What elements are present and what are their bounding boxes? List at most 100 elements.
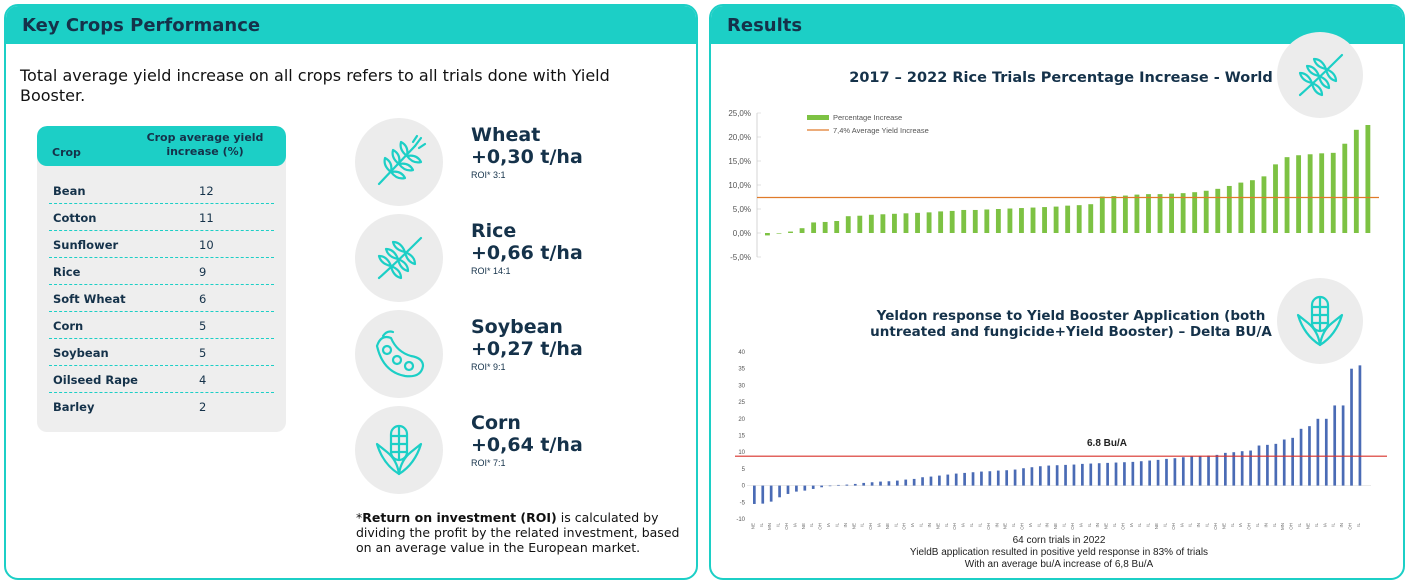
rice-bar xyxy=(1238,182,1244,233)
corn-bar xyxy=(1291,437,1294,486)
corn-bar xyxy=(1173,458,1177,486)
rice-bar xyxy=(1319,153,1325,233)
x-tick-label: IA xyxy=(910,523,915,527)
rice-bar xyxy=(1307,154,1313,233)
corn-bar xyxy=(912,478,916,486)
table-row: Soybean 5 xyxy=(49,339,274,366)
x-tick-label: IA xyxy=(961,523,966,527)
x-tick-label: IL xyxy=(1205,523,1210,527)
y-tick-label: 5,0% xyxy=(733,205,751,214)
rice-bar xyxy=(1111,196,1117,233)
x-tick-label: IN xyxy=(1095,523,1100,528)
crop-card-corn: Corn +0,64 t/ha ROI* 7:1 xyxy=(355,406,655,498)
crop-card-increase: +0,66 t/ha xyxy=(471,242,583,264)
table-row: Corn 5 xyxy=(49,312,274,339)
y-tick-label: 30 xyxy=(738,383,745,389)
x-tick-label: OH xyxy=(1120,523,1125,530)
rice-bar xyxy=(1065,205,1071,233)
x-tick-label: OH xyxy=(818,523,823,530)
rice-bar xyxy=(1157,194,1163,233)
x-tick-label: OH xyxy=(1171,523,1176,530)
crop-card-name: Wheat xyxy=(471,124,541,146)
corn-bar xyxy=(778,485,781,498)
x-tick-label: OH xyxy=(1247,523,1252,530)
x-tick-label: IL xyxy=(893,523,898,527)
crop-yield-value: 2 xyxy=(199,400,207,414)
rice-badge xyxy=(1277,32,1363,118)
corn-bar xyxy=(904,479,908,486)
corn-bar xyxy=(862,482,866,486)
corn-bar xyxy=(1207,455,1210,486)
corn-bar xyxy=(1324,418,1328,486)
table-row: Barley 2 xyxy=(49,393,274,420)
rice-bar xyxy=(1261,176,1267,233)
x-tick-label: NE xyxy=(750,523,755,529)
rice-bar xyxy=(1180,193,1186,233)
x-tick-label: IA xyxy=(1129,523,1134,527)
corn-bar xyxy=(1224,452,1227,486)
x-tick-label: IL xyxy=(919,523,924,527)
x-tick-label: IL xyxy=(1272,523,1277,527)
rice-bar xyxy=(880,214,886,233)
x-tick-label: OH xyxy=(952,523,957,530)
table-row: Cotton 11 xyxy=(49,204,274,231)
crop-yield-value: 5 xyxy=(199,319,207,333)
corn-bar xyxy=(1257,445,1261,486)
crop-name: Bean xyxy=(53,184,86,198)
y-tick-label: 20,0% xyxy=(728,133,751,142)
y-tick-label: 40 xyxy=(738,350,745,356)
corn-bar xyxy=(828,485,832,487)
crop-yield-value: 4 xyxy=(199,373,207,387)
rice-bar xyxy=(961,209,967,233)
rice-bar xyxy=(995,209,1001,233)
corn-bar xyxy=(1055,465,1059,486)
x-tick-label: OH xyxy=(1070,523,1075,530)
x-tick-label: IL xyxy=(1188,523,1193,527)
rice-icon xyxy=(1298,53,1344,97)
rice-bar xyxy=(1330,152,1336,233)
corn-bar xyxy=(1299,428,1303,486)
crop-name: Oilseed Rape xyxy=(53,373,138,387)
rice-bar xyxy=(1076,205,1082,233)
corn-bar xyxy=(1282,439,1286,486)
y-tick-label: -10 xyxy=(736,517,745,523)
rice-bar xyxy=(972,209,978,233)
panel-title: Key Crops Performance xyxy=(6,6,696,44)
corn-bar xyxy=(895,480,899,486)
x-tick-label: NE xyxy=(1053,523,1058,529)
crop-yield-table: Crop Crop average yield increase (%) Bea… xyxy=(37,126,286,432)
corn-icon xyxy=(375,424,423,476)
rice-chart-title: 2017 – 2022 Rice Trials Percentage Incre… xyxy=(849,70,1273,86)
crop-card-roi: ROI* 14:1 xyxy=(471,266,511,276)
x-tick-label: IL xyxy=(1162,523,1167,527)
corn-bar xyxy=(1013,469,1017,486)
rice-bar xyxy=(1088,204,1094,233)
rice-bar xyxy=(1249,180,1255,233)
rice-bar xyxy=(1122,195,1128,233)
corn-bar xyxy=(1072,464,1076,486)
rice-bar xyxy=(1019,208,1024,233)
corn-bar xyxy=(921,477,924,486)
x-tick-label: IL xyxy=(860,523,865,527)
legend-label: Percentage Increase xyxy=(833,113,902,122)
x-tick-label: MN xyxy=(767,523,772,530)
corn-bar xyxy=(820,485,823,488)
caption-line: With an average bu/A increase of 6,8 Bu/… xyxy=(964,559,1154,570)
rice-bar xyxy=(857,215,863,233)
x-tick-label: IL xyxy=(834,523,839,527)
roi-footnote: *Return on investment (ROI) is calculate… xyxy=(356,510,686,555)
x-tick-label: MN xyxy=(1280,523,1285,530)
corn-bar xyxy=(988,471,992,486)
corn-bar xyxy=(837,484,840,486)
y-tick-label: 10 xyxy=(738,450,745,456)
corn-bar xyxy=(1089,463,1093,486)
crop-card-soybean: Soybean +0,27 t/ha ROI* 9:1 xyxy=(355,310,655,402)
caption-line: YieldB application resulted in positive … xyxy=(909,547,1209,558)
y-tick-label: 25 xyxy=(738,400,745,406)
rice-bar xyxy=(1215,188,1221,233)
x-tick-label: NE xyxy=(935,523,940,529)
corn-bar xyxy=(963,472,966,486)
crop-yield-value: 9 xyxy=(199,265,207,279)
legend-swatch-bar xyxy=(807,115,829,120)
corn-bar xyxy=(1215,454,1219,486)
